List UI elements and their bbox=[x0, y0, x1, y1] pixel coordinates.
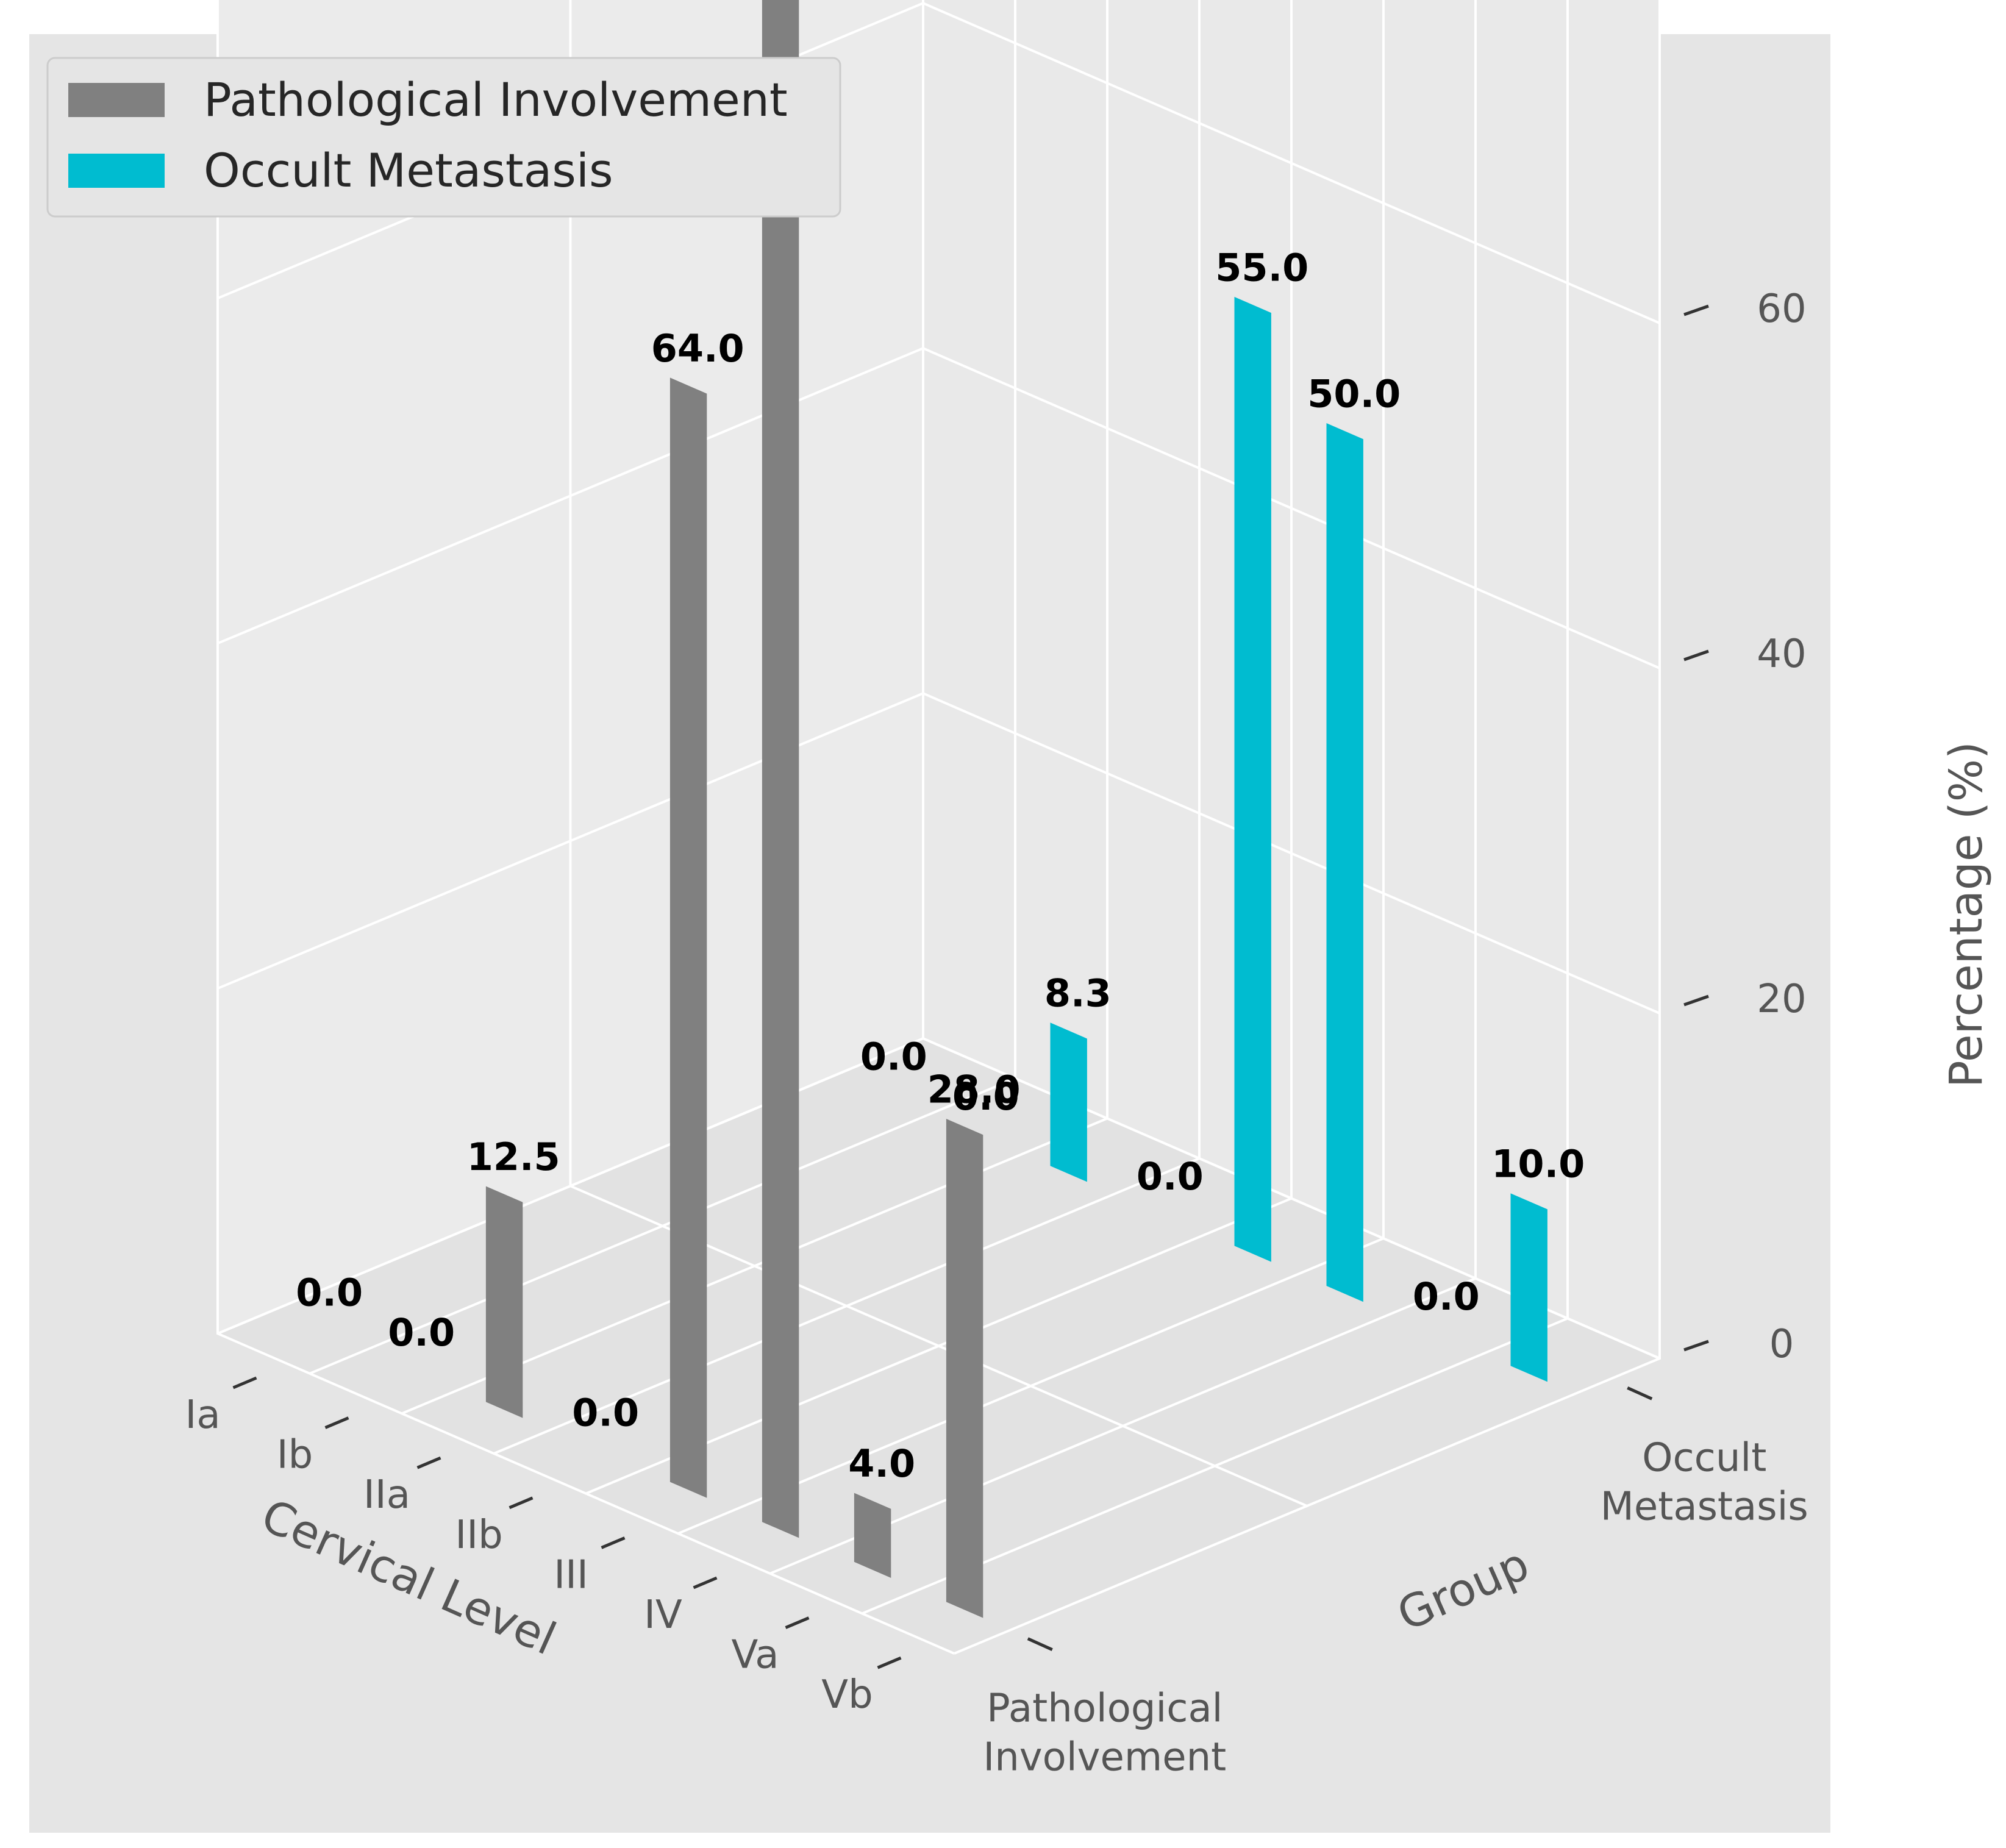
bars bbox=[485, 0, 1547, 1618]
value-label-occult: 10.0 bbox=[1491, 1142, 1585, 1186]
x-tick-mark bbox=[416, 1456, 441, 1469]
legend: Pathological Involvement Occult Metastas… bbox=[46, 57, 841, 218]
y-tick-label: Occult Metastasis bbox=[1601, 1435, 1808, 1529]
gridline-percent bbox=[217, 1037, 1660, 1360]
z-tick-mark bbox=[1683, 304, 1709, 316]
legend-frame bbox=[46, 57, 841, 218]
gridline-percent bbox=[217, 347, 1660, 669]
bar-occult bbox=[1050, 1022, 1087, 1182]
x-tick-mark bbox=[785, 1616, 810, 1629]
z-tick-label: 0 bbox=[1769, 1322, 1794, 1367]
bar-occult bbox=[1510, 1193, 1547, 1382]
gridline-percent bbox=[217, 692, 1660, 1015]
value-label-occult: 8.3 bbox=[1044, 971, 1112, 1016]
x-tick-mark bbox=[324, 1416, 349, 1429]
bar-pathological bbox=[946, 1119, 983, 1618]
x-tick-label: Va bbox=[731, 1633, 779, 1678]
x-tick-label: IIb bbox=[455, 1513, 502, 1558]
x-tick-mark bbox=[877, 1656, 902, 1669]
value-labels: 0.0 0.0 8.3 0.0 55.0 50.0 0.0 10.0 0.0 0.0 12.5 0.0… bbox=[296, 245, 1585, 1486]
value-label-occult: 55.0 bbox=[1215, 245, 1308, 290]
x-tick-label: IV bbox=[644, 1593, 682, 1638]
value-label-occult: 0.0 bbox=[860, 1034, 927, 1079]
z-tick-label: 40 bbox=[1757, 632, 1806, 677]
value-label-pathological: 64.0 bbox=[651, 326, 744, 371]
legend-label-pathological: Pathological Involvement bbox=[204, 73, 788, 127]
x-tick-label: III bbox=[554, 1552, 588, 1597]
value-label-occult: 0.0 bbox=[952, 1074, 1019, 1119]
value-label-pathological: 4.0 bbox=[848, 1441, 915, 1486]
z-axis-title: Percentage (%) bbox=[1940, 741, 1993, 1088]
y-tick-label: Pathological Involvement bbox=[983, 1686, 1226, 1780]
x-tick-mark bbox=[232, 1376, 257, 1390]
x-tick-mark bbox=[601, 1536, 626, 1549]
back-panes bbox=[218, 0, 1660, 1654]
value-label-pathological: 0.0 bbox=[296, 1271, 363, 1315]
bar-pathological bbox=[762, 0, 799, 1538]
legend-swatch-pathological bbox=[68, 83, 165, 117]
z-tick-mark bbox=[1683, 649, 1709, 662]
z-tick-mark bbox=[1683, 994, 1709, 1007]
value-label-pathological: 28.0 bbox=[927, 1067, 1021, 1111]
z-tick-label: 20 bbox=[1757, 977, 1806, 1022]
bar-pathological bbox=[669, 377, 707, 1498]
x-tick-label: Vb bbox=[821, 1672, 873, 1718]
x-tick-label: IIa bbox=[363, 1472, 410, 1518]
bar-occult bbox=[1234, 296, 1271, 1262]
value-label-pathological: 0.0 bbox=[388, 1310, 455, 1355]
value-label-pathological: 12.5 bbox=[467, 1135, 560, 1179]
x-tick-label: Ia bbox=[185, 1393, 220, 1438]
z-tick-label: 60 bbox=[1757, 287, 1806, 332]
z-tick-mark bbox=[1683, 1340, 1709, 1352]
y-tick-mark bbox=[1627, 1386, 1653, 1400]
x-tick-label: Ib bbox=[277, 1433, 313, 1478]
axis-ticks: Ia Ib IIa IIb III IV Va Vb Pathological Involveme… bbox=[185, 287, 1808, 1780]
x-tick-mark bbox=[693, 1576, 718, 1589]
value-label-occult: 0.0 bbox=[1413, 1274, 1480, 1319]
legend-label-occult: Occult Metastasis bbox=[204, 143, 613, 198]
x-tick-mark bbox=[509, 1496, 534, 1510]
value-label-occult: 0.0 bbox=[1137, 1154, 1204, 1199]
value-label-occult: 50.0 bbox=[1307, 371, 1401, 416]
y-tick-mark bbox=[1027, 1637, 1053, 1651]
bar-occult bbox=[1326, 423, 1363, 1302]
bar-pathological bbox=[485, 1186, 523, 1418]
bar-pathological bbox=[854, 1493, 891, 1578]
gridlines bbox=[216, 0, 1661, 1655]
legend-swatch-occult bbox=[68, 154, 165, 188]
value-label-pathological: 0.0 bbox=[572, 1390, 639, 1435]
